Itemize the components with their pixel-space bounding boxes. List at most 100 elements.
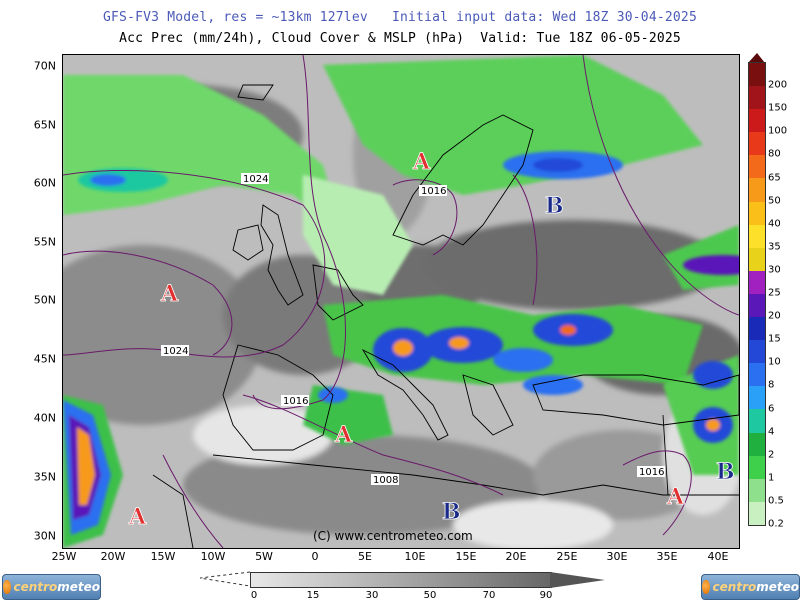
map-variables-title: Acc Prec (mm/24h), Cloud Cover & MSLP (h… xyxy=(119,31,681,46)
low-pressure-marker: B xyxy=(545,193,564,219)
colorbar-label: 80 xyxy=(768,148,781,160)
high-pressure-marker: A xyxy=(160,281,179,307)
lat-label: 35N xyxy=(33,470,56,484)
lat-label: 60N xyxy=(33,176,56,190)
colorbar-label: 4 xyxy=(768,426,775,438)
isobar-label: 1008 xyxy=(373,475,398,486)
colorbar-label: 1 xyxy=(768,472,775,484)
lon-label: 15W xyxy=(150,550,176,563)
lon-label: 15E xyxy=(455,550,477,563)
centrometeo-logo-left[interactable]: centrometeo xyxy=(2,574,101,600)
isobar-label-box xyxy=(281,395,309,406)
colorbar-label: 65 xyxy=(768,172,781,183)
sun-icon xyxy=(702,580,710,594)
forecast-map: 1024 1024 1016 1016 1016 1008 A A A A A … xyxy=(62,54,740,549)
colorbar-label: 0.5 xyxy=(768,495,784,507)
precip-colorbar xyxy=(748,62,766,526)
lon-label: 25E xyxy=(556,550,578,563)
isobar-labels: 1024 1024 1016 1016 1016 1008 xyxy=(161,173,665,486)
lon-label: 40E xyxy=(707,550,729,563)
colorbar-swatch xyxy=(749,317,765,341)
copyright-text: (C) www.centrometeo.com xyxy=(313,529,473,543)
colorbar-swatch xyxy=(749,432,765,456)
cloud-cover-colorbar xyxy=(250,572,552,588)
high-pressure-marker: A xyxy=(412,149,431,175)
cloud-bar-right-arrow xyxy=(550,572,605,588)
centrometeo-logo-right[interactable]: centrometeo xyxy=(701,574,800,600)
lat-label: 45N xyxy=(33,352,56,366)
precip-colorbar-tip xyxy=(748,53,765,63)
lon-label: 10W xyxy=(200,550,226,563)
colorbar-label: 150 xyxy=(768,102,788,114)
isobar-label-box xyxy=(419,185,447,196)
cloud-legend-label: 30 xyxy=(365,590,379,601)
colorbar-label: 30 xyxy=(768,264,781,276)
lon-label: 20W xyxy=(100,550,126,563)
colorbar-swatch xyxy=(749,247,765,271)
colorbar-swatch xyxy=(749,340,765,364)
cloud-legend-label: 15 xyxy=(306,590,320,601)
lon-label: 20E xyxy=(505,550,527,563)
isobar-label: 1024 xyxy=(163,346,188,357)
cloud-bar-left-arrow xyxy=(200,571,251,587)
colorbar-swatch xyxy=(749,386,765,410)
colorbar-swatch xyxy=(749,155,765,179)
colorbar-label: 25 xyxy=(768,287,781,299)
colorbar-swatch xyxy=(749,63,765,87)
cloud-legend-label: 0 xyxy=(250,590,258,601)
colorbar-swatch xyxy=(749,293,765,318)
lat-label: 55N xyxy=(33,235,56,249)
isobar-label: 1016 xyxy=(421,186,446,197)
lon-label: 35E xyxy=(656,550,678,563)
pressure-centers: A A A A A B B B xyxy=(128,149,735,531)
isobar-label-box xyxy=(637,466,665,477)
low-pressure-marker: B xyxy=(716,459,735,485)
colorbar-label: 6 xyxy=(768,403,775,414)
colorbar-swatch xyxy=(749,201,765,225)
isobar-label-box xyxy=(241,173,269,184)
colorbar-label: 2 xyxy=(768,449,775,461)
colorbar-swatch xyxy=(749,86,765,110)
lat-label: 70N xyxy=(33,59,56,73)
colorbar-label: 0.2 xyxy=(768,518,784,530)
cloud-legend-label: 90 xyxy=(539,590,553,601)
colorbar-label: 10 xyxy=(768,356,781,368)
isobar-label: 1016 xyxy=(283,396,308,407)
colorbar-swatch xyxy=(749,109,765,133)
lon-label: 0 xyxy=(311,550,319,563)
low-pressure-marker: B xyxy=(442,499,461,525)
colorbar-label: 50 xyxy=(768,195,781,207)
colorbar-swatch xyxy=(749,178,765,202)
colorbar-swatch xyxy=(749,363,765,387)
colorbar-swatch xyxy=(749,455,765,479)
lat-label: 40N xyxy=(33,411,56,425)
colorbar-swatch xyxy=(749,270,765,294)
colorbar-label: 35 xyxy=(768,241,781,253)
logo-text-post: meteo xyxy=(756,580,799,594)
model-info-title: GFS-FV3 Model, res = ~13km 127lev Initia… xyxy=(103,10,697,25)
isobar-label: 1024 xyxy=(243,174,268,185)
logo-text-pre: centro xyxy=(13,580,58,594)
cloud-legend-label: 50 xyxy=(423,590,437,601)
isobar-label: 1016 xyxy=(639,467,664,478)
lon-label: 5E xyxy=(358,550,372,563)
colorbar-swatch xyxy=(749,224,765,248)
cloud-legend-label: 70 xyxy=(482,590,496,601)
lon-label: 10E xyxy=(404,550,426,563)
colorbar-label: 200 xyxy=(768,79,788,91)
precip-heavy-layer xyxy=(63,151,739,535)
lon-label: 25W xyxy=(51,550,77,563)
high-pressure-marker: A xyxy=(666,484,685,510)
colorbar-label: 8 xyxy=(768,379,775,391)
map-canvas: 1024 1024 1016 1016 1016 1008 A A A A A … xyxy=(63,55,739,548)
colorbar-label: 40 xyxy=(768,218,781,230)
sun-icon xyxy=(3,580,11,594)
isobar-label-box xyxy=(161,345,189,356)
colorbar-swatch xyxy=(749,132,765,156)
lat-label: 30N xyxy=(33,529,56,543)
colorbar-swatch xyxy=(749,478,765,502)
lat-label: 65N xyxy=(33,118,56,132)
isobars xyxy=(63,55,739,548)
logo-text-pre: centro xyxy=(712,580,757,594)
high-pressure-marker: A xyxy=(334,422,353,448)
